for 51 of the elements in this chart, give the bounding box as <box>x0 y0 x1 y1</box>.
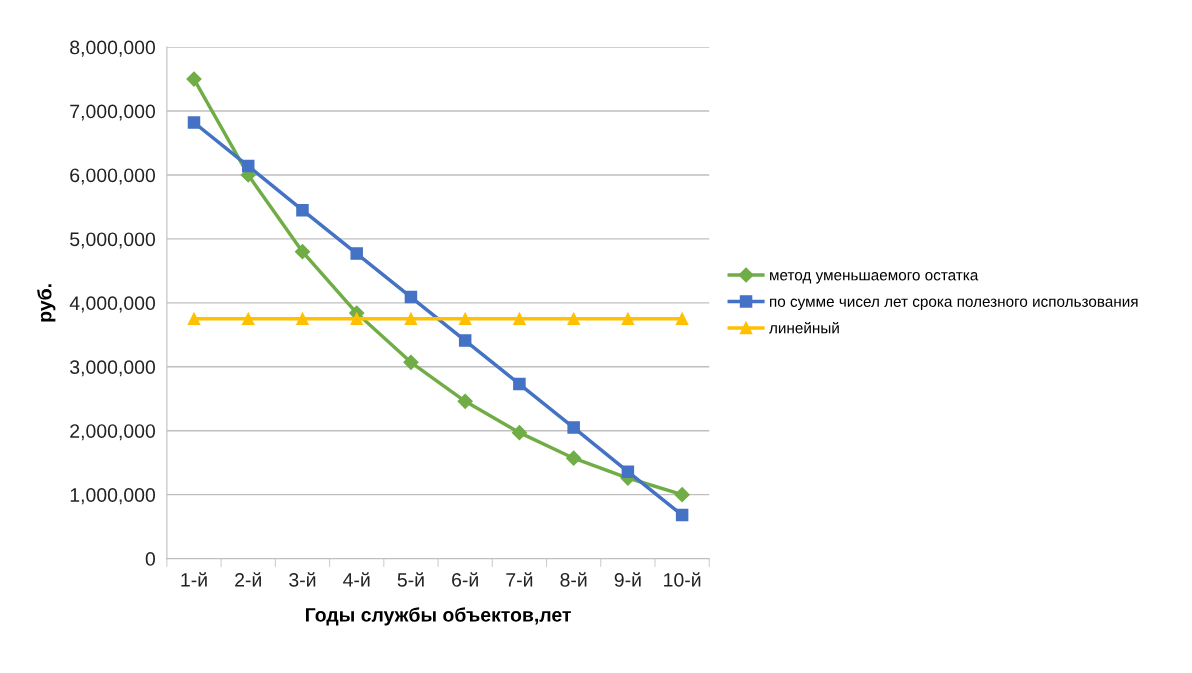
point <box>457 393 473 409</box>
legend-label: метод уменьшаемого остатка <box>770 272 979 284</box>
point <box>241 312 255 326</box>
x-tick-label: 7-й <box>506 572 533 587</box>
point <box>621 465 635 478</box>
x-tick-label: 9-й <box>614 572 641 587</box>
point <box>513 377 526 391</box>
x-tick-label: 2-й <box>235 572 261 587</box>
point <box>296 312 309 326</box>
x-tick-label: 8-й <box>560 572 587 587</box>
point <box>566 450 582 466</box>
y-tick-label: 1,000,000 <box>70 488 156 505</box>
point <box>567 421 580 434</box>
y-axis-title: руб. <box>37 284 56 322</box>
y-tick-label: 5,000,000 <box>70 232 156 249</box>
point <box>513 312 526 326</box>
y-tick-label: 0 <box>145 552 156 566</box>
point <box>511 425 527 441</box>
point <box>458 334 472 347</box>
point <box>458 312 472 326</box>
point <box>294 244 311 260</box>
point <box>674 487 690 503</box>
y-tick-label: 3,000,000 <box>70 360 156 377</box>
y-tick-label: 2,000,000 <box>70 424 156 441</box>
point <box>187 116 201 129</box>
point <box>186 71 202 87</box>
legend-label: по сумме чисел лет срока полезного использования <box>770 298 1138 310</box>
point <box>567 312 580 326</box>
y-tick-label: 4,000,000 <box>69 296 156 313</box>
x-tick-label: 5-й <box>397 572 424 587</box>
x-tick-label: 4-й <box>343 572 370 587</box>
point <box>403 354 419 370</box>
point <box>241 159 255 173</box>
point <box>187 312 201 326</box>
point <box>404 312 418 326</box>
point <box>675 312 689 326</box>
point <box>350 312 363 326</box>
x-axis-title: Годы службы объектов,лет <box>305 607 571 626</box>
point <box>404 290 418 304</box>
x-tick-label: 6-й <box>452 572 478 587</box>
y-tick-label: 8,000,000 <box>70 40 156 57</box>
point <box>350 247 363 260</box>
y-tick-label: 7,000,000 <box>70 104 156 121</box>
point <box>675 508 689 522</box>
legend-label: линейный <box>769 321 839 334</box>
x-tick-label: 3-й <box>289 572 316 587</box>
x-tick-label: 1-й <box>181 572 207 587</box>
y-tick-label: 6,000,000 <box>70 168 156 185</box>
x-tick-label: 10-й <box>664 572 701 587</box>
point <box>296 203 309 217</box>
point <box>621 312 635 326</box>
